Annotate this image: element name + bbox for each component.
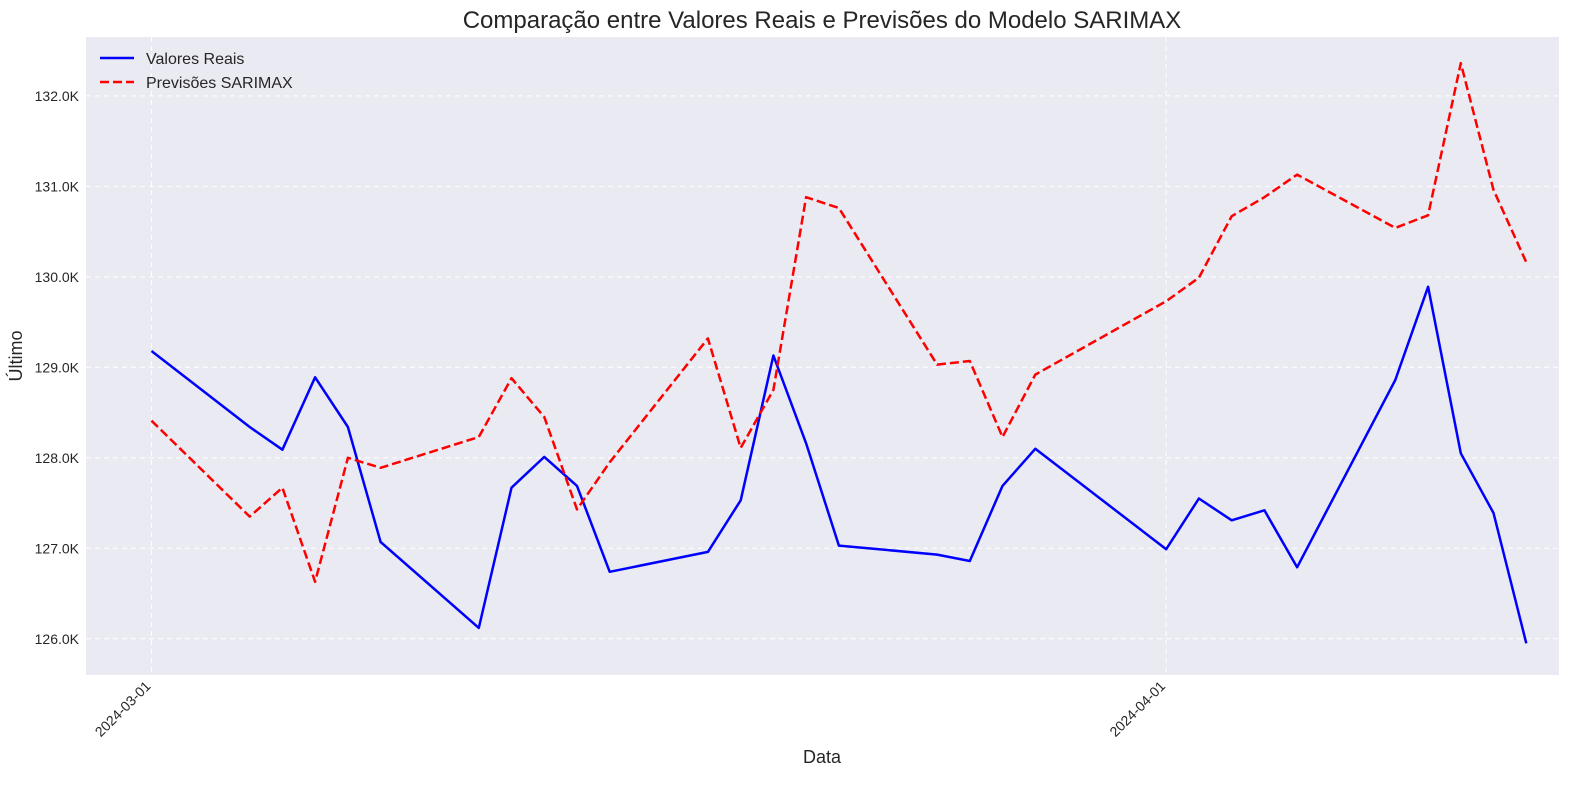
series-line-previsoes-sarimax <box>150 61 1528 584</box>
legend: Valores Reais Previsões SARIMAX <box>100 51 293 92</box>
plot-area <box>86 37 1559 675</box>
chart-title: Comparação entre Valores Reais e Previsõ… <box>463 7 1182 34</box>
x-axis-label: Data <box>803 747 842 767</box>
y-tick-label: 130.0K <box>35 269 80 285</box>
y-tick-label: 131.0K <box>35 178 80 194</box>
y-tick-label: 128.0K <box>35 450 80 466</box>
y-tick-label: 132.0K <box>35 88 80 104</box>
y-tick-label: 127.0K <box>35 540 80 556</box>
y-axis-ticks: 126.0K 127.0K 128.0K 129.0K 130.0K 131.0K 132.… <box>35 88 80 647</box>
series-layer <box>150 61 1528 644</box>
y-axis-label: Último <box>5 330 26 381</box>
legend-label: Previsões SARIMAX <box>146 75 293 92</box>
legend-label: Valores Reais <box>146 51 244 68</box>
grid-lines <box>86 37 1559 675</box>
y-tick-label: 129.0K <box>35 359 80 375</box>
series-line-valores-reais <box>150 285 1528 644</box>
y-tick-label: 126.0K <box>35 631 80 647</box>
